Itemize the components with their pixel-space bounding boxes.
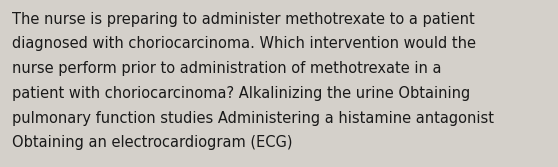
Text: nurse perform prior to administration of methotrexate in a: nurse perform prior to administration of… <box>12 61 442 76</box>
Text: The nurse is preparing to administer methotrexate to a patient: The nurse is preparing to administer met… <box>12 12 475 27</box>
Text: Obtaining an electrocardiogram (ECG): Obtaining an electrocardiogram (ECG) <box>12 135 293 150</box>
Text: diagnosed with choriocarcinoma. Which intervention would the: diagnosed with choriocarcinoma. Which in… <box>12 36 477 51</box>
Text: pulmonary function studies Administering a histamine antagonist: pulmonary function studies Administering… <box>12 111 494 126</box>
Text: patient with choriocarcinoma? Alkalinizing the urine Obtaining: patient with choriocarcinoma? Alkalinizi… <box>12 86 470 101</box>
